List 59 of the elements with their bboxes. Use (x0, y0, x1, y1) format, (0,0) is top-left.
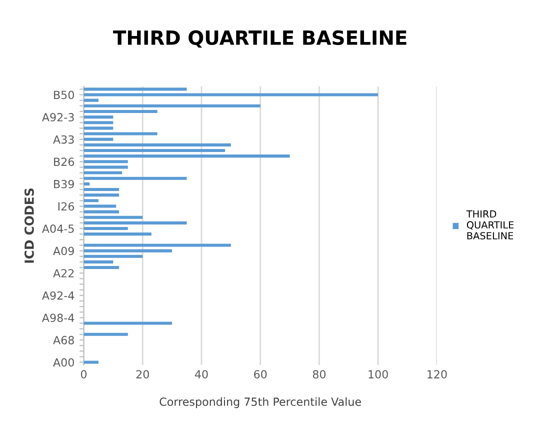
bar (84, 204, 116, 208)
bar (84, 93, 378, 96)
x-tick-label: 120 (428, 370, 447, 378)
bar (84, 143, 231, 146)
bar (84, 98, 98, 102)
bar (84, 132, 158, 136)
bar (84, 216, 143, 219)
bar (84, 104, 260, 108)
legend-label: THIRD QUARTILE BASELINE (466, 210, 514, 240)
x-tick-label: 80 (312, 370, 326, 378)
bar (84, 199, 98, 202)
y-tick-label: A98-4 (42, 314, 74, 322)
y-tick-label: A04-5 (42, 224, 74, 233)
y-tick-label: B26 (54, 158, 74, 166)
bar (84, 88, 187, 91)
bar (84, 249, 172, 252)
bar (84, 160, 128, 164)
bar (84, 126, 114, 130)
bar (84, 266, 120, 270)
bar (84, 260, 114, 264)
bar (84, 116, 114, 119)
bar (84, 226, 128, 230)
y-tick-label: A92-4 (42, 291, 74, 300)
bar (84, 232, 152, 236)
x-tick-label: 0 (80, 370, 87, 378)
y-tick-label: B50 (54, 90, 74, 100)
bar (84, 121, 114, 124)
x-tick-label: 60 (254, 370, 267, 378)
y-tick-label: B39 (54, 180, 74, 188)
bar (84, 148, 226, 152)
bar (84, 360, 98, 364)
y-tick-label: A22 (53, 269, 74, 278)
bar (84, 332, 128, 336)
bar (84, 188, 120, 192)
bar (84, 322, 172, 325)
bar (84, 110, 158, 114)
chart-title: THIRD QUARTILE BASELINE (113, 30, 406, 48)
x-tick-label: 20 (136, 370, 149, 378)
bar (84, 154, 290, 158)
y-tick-label: I26 (58, 202, 74, 211)
bar (84, 210, 120, 214)
y-tick-label: A09 (53, 246, 74, 256)
bar (84, 221, 187, 224)
y-tick-label: A33 (53, 135, 74, 144)
x-axis-title: Corresponding 75th Percentile Value (160, 397, 361, 408)
y-axis-title: ICD CODES (24, 188, 34, 263)
y-tick-label: A00 (53, 358, 74, 367)
bar (84, 254, 143, 258)
bar (84, 138, 114, 141)
bar (84, 194, 120, 197)
x-tick-label: 100 (368, 370, 388, 378)
bar (84, 182, 90, 186)
bar (84, 176, 187, 180)
y-tick-label: A92-3 (42, 113, 74, 122)
bar (84, 166, 128, 169)
x-tick-label: 40 (194, 370, 208, 378)
y-tick-label: A68 (53, 336, 74, 344)
bar (84, 244, 231, 247)
bar (84, 171, 122, 174)
